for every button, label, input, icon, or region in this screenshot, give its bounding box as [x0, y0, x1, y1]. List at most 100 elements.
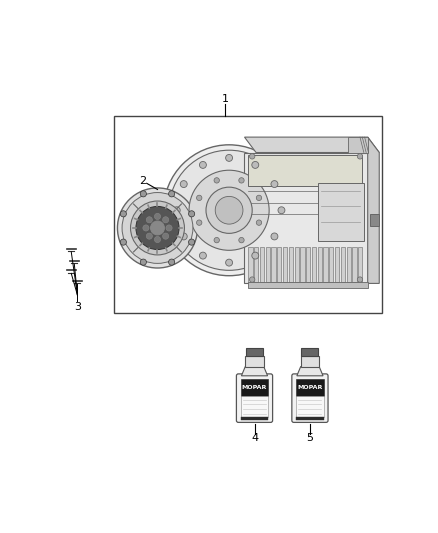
Circle shape: [252, 252, 259, 259]
Bar: [240, 396, 268, 417]
Circle shape: [215, 196, 243, 224]
Circle shape: [278, 207, 285, 214]
Bar: [370, 214, 379, 225]
Circle shape: [252, 161, 259, 168]
Circle shape: [136, 206, 179, 249]
Bar: [113, 116, 381, 313]
Text: 5: 5: [307, 433, 314, 443]
Circle shape: [143, 225, 149, 231]
Circle shape: [164, 145, 294, 276]
Bar: [323, 247, 328, 282]
Circle shape: [169, 150, 289, 270]
Circle shape: [256, 195, 261, 200]
Bar: [346, 247, 351, 282]
Bar: [248, 282, 367, 288]
Bar: [318, 183, 364, 241]
Circle shape: [120, 211, 127, 217]
Circle shape: [180, 181, 187, 188]
Bar: [283, 247, 287, 282]
Circle shape: [197, 195, 202, 200]
Circle shape: [117, 188, 198, 268]
Circle shape: [199, 161, 206, 168]
Bar: [248, 247, 253, 282]
Circle shape: [239, 177, 244, 183]
Bar: [306, 247, 311, 282]
Circle shape: [155, 213, 161, 220]
Circle shape: [271, 181, 278, 188]
Circle shape: [131, 201, 184, 255]
Circle shape: [218, 199, 240, 221]
Circle shape: [162, 233, 169, 239]
Circle shape: [140, 191, 146, 197]
Circle shape: [169, 191, 175, 197]
Text: 1: 1: [222, 94, 229, 104]
Circle shape: [155, 237, 161, 243]
Bar: [296, 396, 324, 417]
Bar: [335, 247, 339, 282]
Bar: [296, 417, 324, 421]
Circle shape: [250, 277, 255, 282]
Polygon shape: [244, 137, 379, 152]
Text: MOPAR: MOPAR: [297, 385, 323, 390]
Circle shape: [206, 187, 252, 233]
Bar: [240, 379, 268, 396]
Text: MOPAR: MOPAR: [242, 385, 267, 390]
Bar: [248, 155, 362, 185]
Polygon shape: [367, 137, 379, 284]
Bar: [272, 247, 276, 282]
Circle shape: [357, 277, 363, 282]
Circle shape: [140, 259, 146, 265]
Bar: [240, 417, 268, 421]
Bar: [329, 247, 333, 282]
Text: 2: 2: [139, 176, 146, 186]
Circle shape: [226, 259, 233, 266]
Bar: [301, 356, 319, 367]
Bar: [289, 247, 293, 282]
Bar: [358, 247, 362, 282]
Bar: [312, 247, 316, 282]
Circle shape: [162, 217, 169, 223]
Circle shape: [122, 192, 193, 263]
Circle shape: [180, 233, 187, 240]
Circle shape: [146, 233, 152, 239]
Circle shape: [173, 207, 180, 214]
Bar: [318, 247, 322, 282]
Circle shape: [271, 233, 278, 240]
Bar: [301, 348, 318, 356]
FancyBboxPatch shape: [237, 374, 272, 422]
Circle shape: [151, 221, 164, 235]
Bar: [254, 247, 258, 282]
Circle shape: [199, 252, 206, 259]
Circle shape: [210, 191, 248, 230]
Circle shape: [189, 170, 269, 251]
Bar: [277, 247, 282, 282]
Bar: [349, 137, 367, 152]
Circle shape: [188, 211, 195, 217]
Polygon shape: [241, 367, 268, 376]
Circle shape: [169, 259, 175, 265]
Bar: [266, 247, 270, 282]
Bar: [246, 348, 263, 356]
Bar: [296, 379, 324, 396]
Bar: [341, 247, 345, 282]
Polygon shape: [297, 367, 323, 376]
FancyBboxPatch shape: [292, 374, 328, 422]
Circle shape: [214, 237, 219, 243]
Circle shape: [226, 155, 233, 161]
Circle shape: [214, 177, 219, 183]
Text: 4: 4: [251, 433, 258, 443]
Circle shape: [166, 225, 172, 231]
Bar: [300, 247, 304, 282]
Circle shape: [197, 220, 202, 225]
Text: 3: 3: [74, 302, 81, 312]
Circle shape: [357, 154, 363, 159]
Circle shape: [188, 239, 195, 245]
Circle shape: [256, 220, 261, 225]
Bar: [352, 247, 357, 282]
Bar: [260, 247, 264, 282]
Circle shape: [120, 239, 127, 245]
Circle shape: [239, 237, 244, 243]
Circle shape: [146, 217, 152, 223]
Bar: [294, 247, 299, 282]
Polygon shape: [244, 152, 367, 284]
